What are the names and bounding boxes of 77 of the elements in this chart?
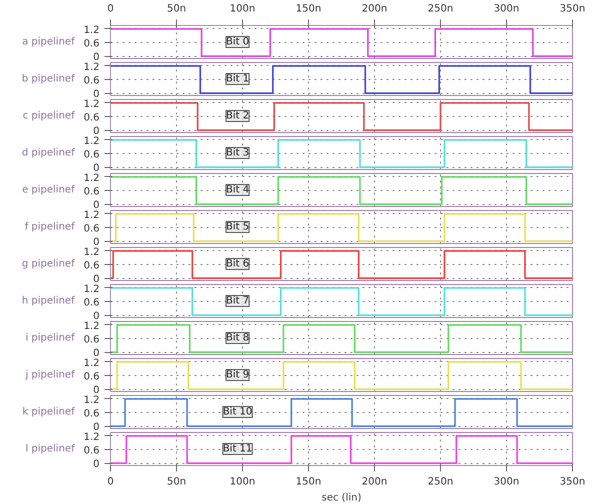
annotation: Bit 8 — [226, 332, 250, 344]
x2-tick-label: 350n — [560, 4, 586, 14]
y-tick-label: 1.2 — [84, 24, 100, 36]
y-tick-label: 1.2 — [84, 246, 100, 258]
annotation: Bit 11 — [222, 444, 252, 454]
y-tick-label: 0.6 — [84, 150, 100, 161]
x-tick-label: 50n — [166, 476, 186, 488]
y-axis-title: b pipelinef — [22, 74, 76, 84]
x-tick-label: 100n — [230, 476, 256, 488]
annotation: Bit 6 — [226, 258, 250, 270]
y-tick-label: 0 — [93, 52, 100, 64]
y-tick-label: 0 — [93, 126, 100, 138]
y-tick-label: 0 — [93, 200, 100, 212]
x-tick-label: 300n — [494, 476, 520, 488]
y-axis-title: c pipelinef — [22, 110, 76, 122]
y-axis-title: j pipelinef — [24, 370, 76, 380]
y-axis-title: k pipelinef — [22, 406, 76, 418]
y-tick-label: 0 — [93, 422, 100, 434]
y-tick-label: 0.6 — [84, 298, 100, 309]
x2-tick-label: 150n — [296, 4, 322, 14]
y-tick-label: 0.6 — [84, 224, 100, 235]
y-axis-title: d pipelinef — [22, 148, 76, 158]
y-tick-label: 0.6 — [84, 446, 100, 457]
x-tick-label: 350n — [560, 476, 586, 488]
y-axis-title: h pipelinef — [22, 296, 76, 306]
y-tick-label: 1.2 — [84, 432, 100, 443]
x-tick-label: 250n — [428, 476, 454, 488]
annotation: Bit 9 — [226, 370, 250, 380]
y-tick-label: 1.2 — [84, 136, 100, 147]
y-tick-label: 1.2 — [84, 284, 100, 295]
y-tick-label: 0.6 — [84, 408, 100, 420]
y-tick-label: 0.6 — [84, 334, 100, 346]
y-tick-label: 0.6 — [84, 112, 100, 124]
y-tick-label: 0 — [93, 311, 100, 322]
y-tick-label: 1.2 — [84, 320, 100, 332]
x-tick-label: 200n — [362, 476, 388, 488]
y-tick-label: 0 — [93, 163, 100, 174]
y-tick-label: 1.2 — [84, 98, 100, 110]
x2-tick-label: 200n — [362, 4, 388, 14]
y-tick-label: 1.2 — [84, 394, 100, 406]
annotation: Bit 4 — [226, 184, 250, 196]
x2-tick-label: 100n — [230, 4, 256, 14]
annotation: Bit 0 — [226, 36, 250, 48]
y-axis-title: e pipelinef — [22, 184, 76, 196]
x2-tick-label: 0 — [107, 4, 114, 14]
y-tick-label: 0 — [93, 89, 100, 100]
y-tick-label: 1.2 — [84, 172, 100, 184]
annotation: Bit 10 — [222, 406, 252, 418]
x-axis-title: sec (lin) — [322, 492, 362, 504]
y-tick-label: 0 — [93, 459, 100, 470]
y-tick-label: 1.2 — [84, 62, 100, 73]
y-axis-title: i pipelinef — [25, 332, 76, 344]
x2-tick-label: 300n — [494, 4, 520, 14]
y-tick-label: 1.2 — [84, 210, 100, 221]
y-tick-label: 0 — [93, 348, 100, 360]
y-tick-label: 0.6 — [84, 76, 100, 87]
annotation: Bit 5 — [226, 222, 250, 232]
y-axis-title: a pipelinef — [22, 36, 76, 48]
annotation: Bit 3 — [226, 148, 250, 158]
y-tick-label: 1.2 — [84, 358, 100, 369]
y-tick-label: 0.6 — [84, 372, 100, 383]
y-tick-label: 0.6 — [84, 186, 100, 198]
annotation: Bit 1 — [226, 74, 250, 84]
annotation: Bit 7 — [226, 296, 250, 306]
x2-tick-label: 250n — [428, 4, 454, 14]
y-axis-title: l pipelinef — [25, 444, 76, 454]
x-tick-label: 0 — [107, 476, 114, 488]
y-tick-label: 0 — [93, 237, 100, 248]
y-tick-label: 0.6 — [84, 38, 100, 50]
x2-tick-label: 50n — [166, 4, 186, 14]
x-tick-label: 150n — [296, 476, 322, 488]
annotation: Bit 2 — [226, 110, 250, 122]
y-tick-label: 0.6 — [84, 260, 100, 272]
y-tick-label: 0 — [93, 385, 100, 396]
y-tick-label: 0 — [93, 274, 100, 286]
y-axis-title: g pipelinef — [22, 258, 76, 270]
y-axis-title: f pipelinef — [24, 222, 76, 232]
